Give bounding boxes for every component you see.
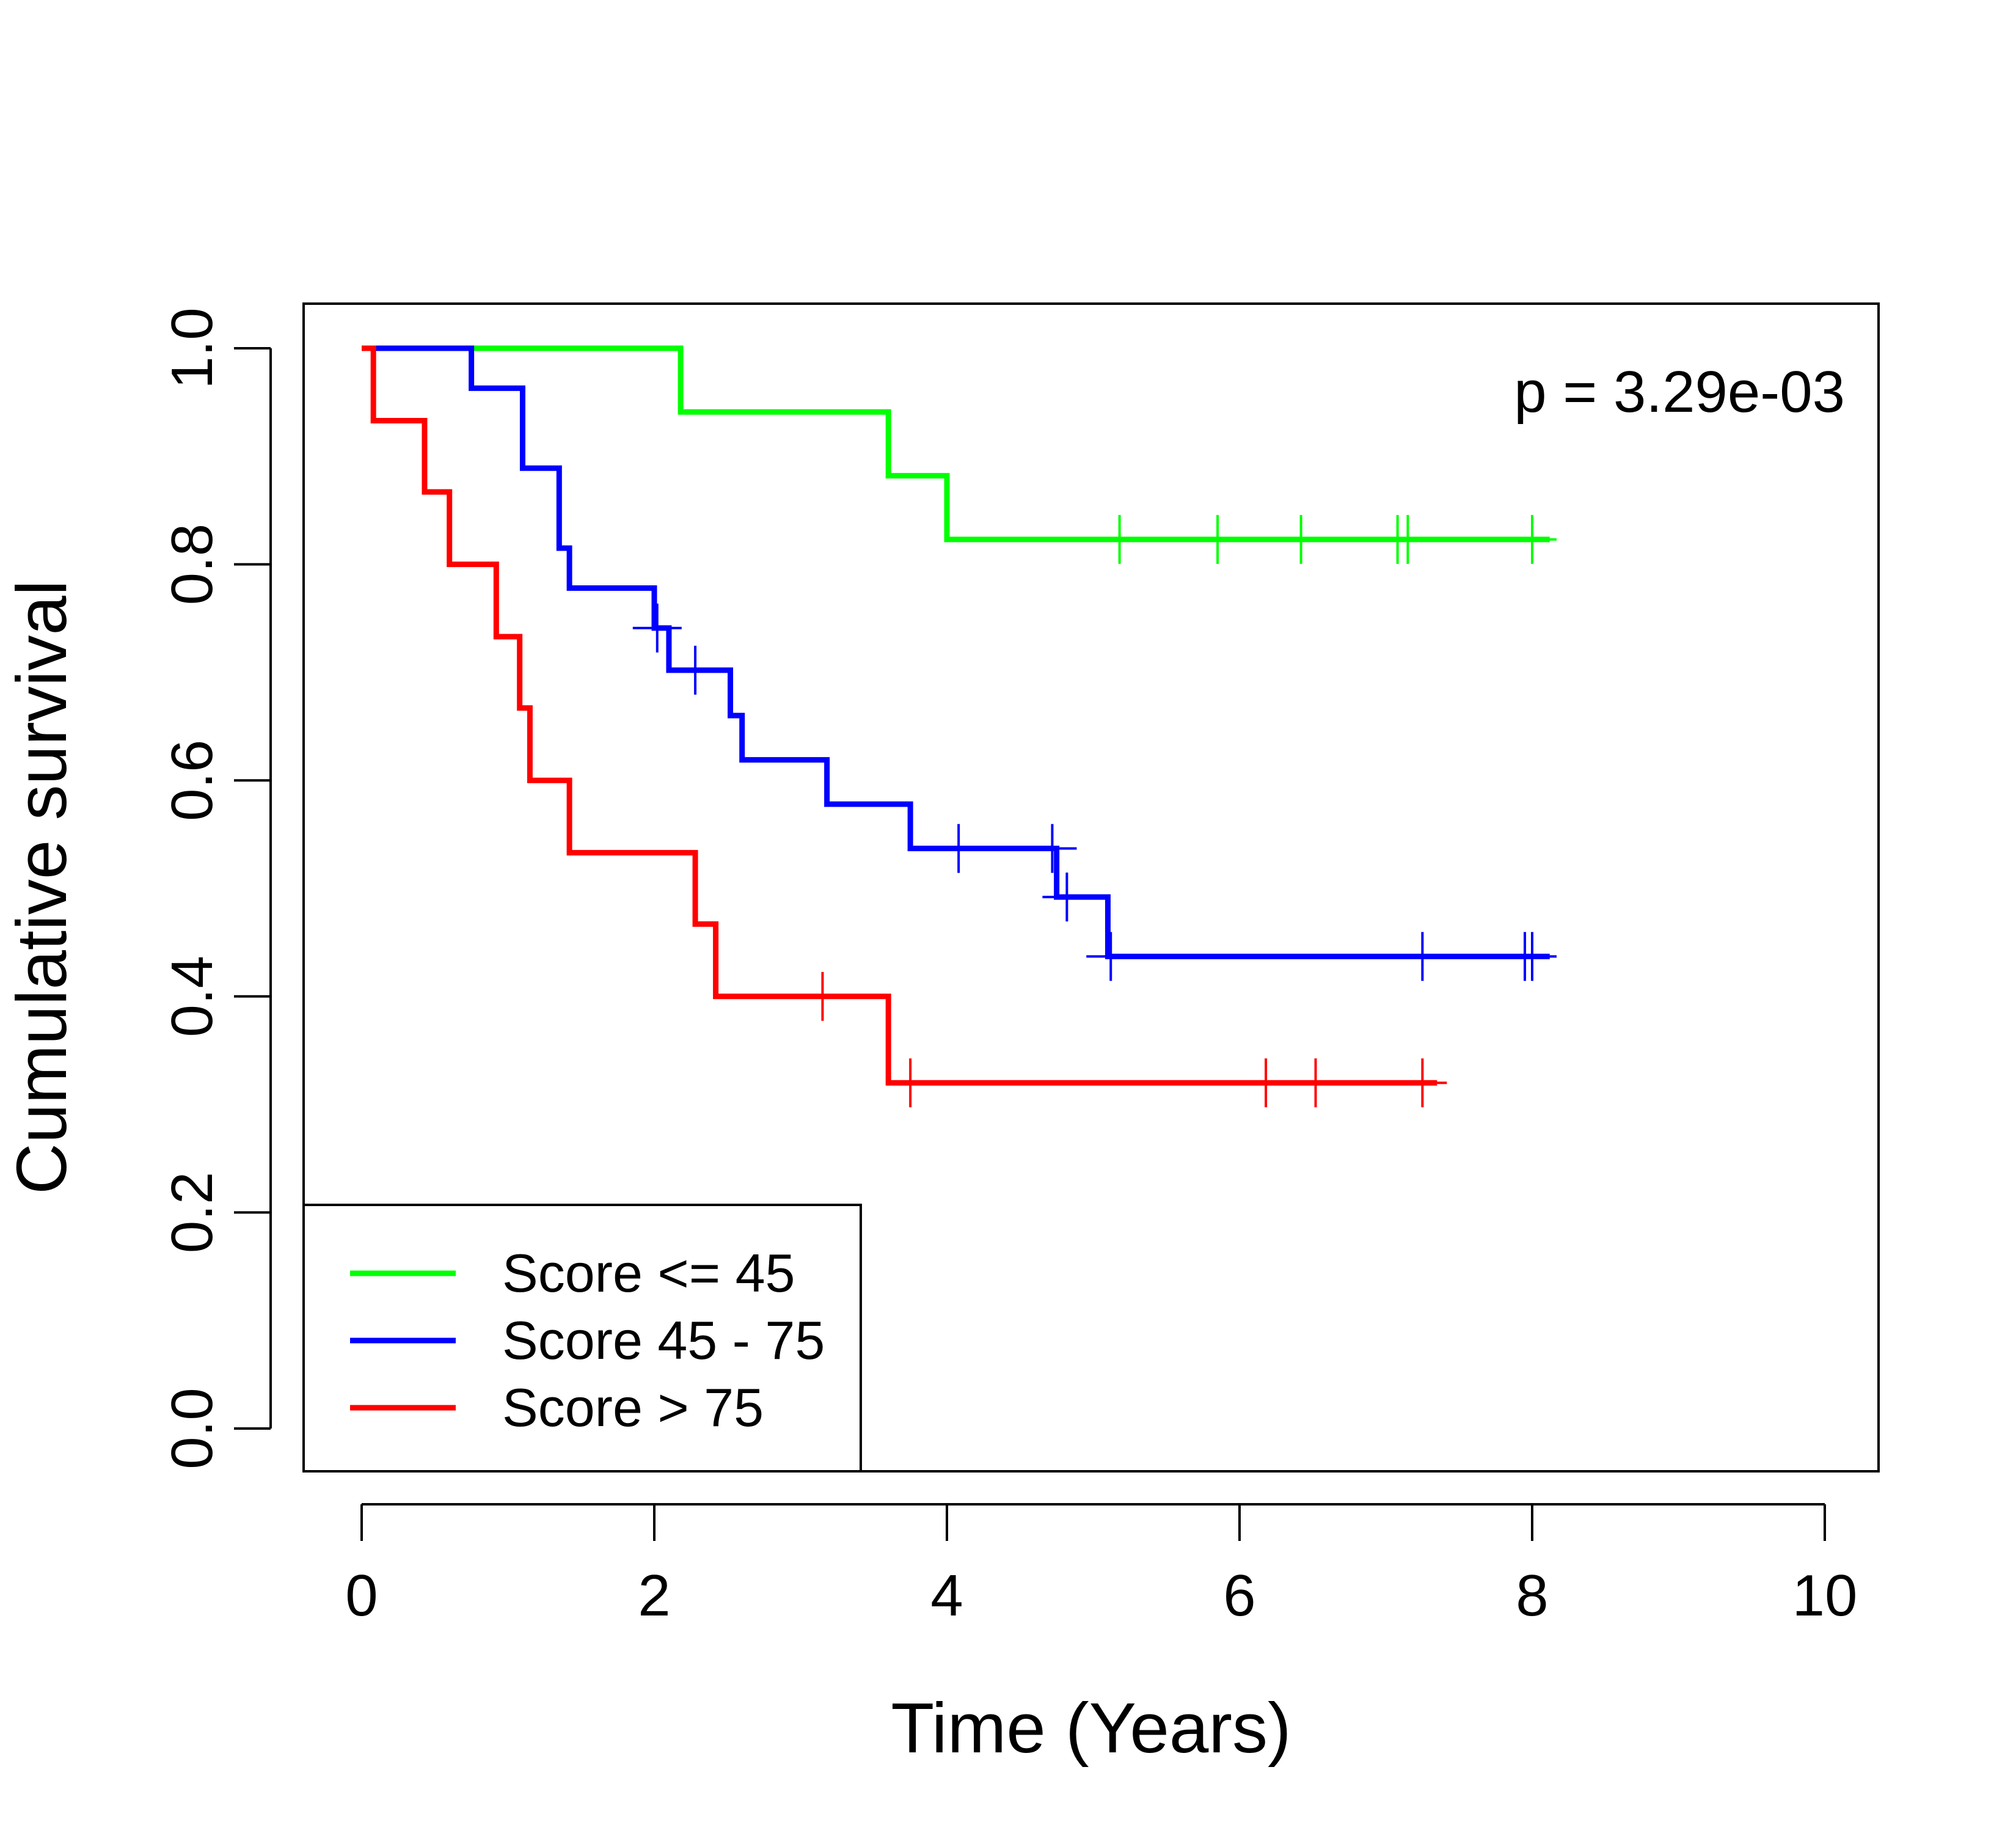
series-2 [362, 345, 1447, 1108]
x-tick-label: 2 [638, 1563, 670, 1628]
survival-curves [362, 345, 1557, 1108]
x-axis-title: Time (Years) [891, 1688, 1291, 1768]
plot-frame [302, 302, 1880, 1473]
y-axis: 0.0 0.2 0.4 0.6 0.8 1.0 [159, 307, 272, 1469]
x-axis: 0 2 4 6 8 10 [345, 1503, 1858, 1628]
y-tick-label: 0.6 [159, 739, 225, 821]
x-tick-label: 6 [1223, 1563, 1255, 1628]
p-value-annotation: p = 3.29e-03 [1514, 359, 1845, 425]
x-tick-label: 4 [930, 1563, 963, 1628]
legend-label-score-le-45: Score <= 45 [502, 1243, 795, 1303]
survival-curve [362, 345, 1437, 1086]
legend: Score <= 45 Score 45 - 75 Score > 75 [302, 1204, 862, 1473]
x-tick-label: 8 [1516, 1563, 1548, 1628]
survival-curve [362, 345, 1550, 959]
legend-label-score-45-75: Score 45 - 75 [502, 1310, 825, 1370]
y-tick-label: 0.8 [159, 524, 225, 605]
y-tick-label: 0.0 [159, 1388, 225, 1469]
y-tick-label: 0.2 [159, 1172, 225, 1253]
series-0 [362, 345, 1557, 564]
y-tick-label: 1.0 [159, 307, 225, 389]
series-1 [362, 345, 1557, 981]
survival-curve [362, 345, 1550, 543]
x-tick-label: 0 [345, 1563, 378, 1628]
y-axis-title: Cumulative survival [2, 580, 81, 1195]
legend-label-score-gt-75: Score > 75 [502, 1377, 764, 1438]
y-tick-label: 0.4 [159, 956, 225, 1037]
x-tick-label: 10 [1792, 1563, 1858, 1628]
